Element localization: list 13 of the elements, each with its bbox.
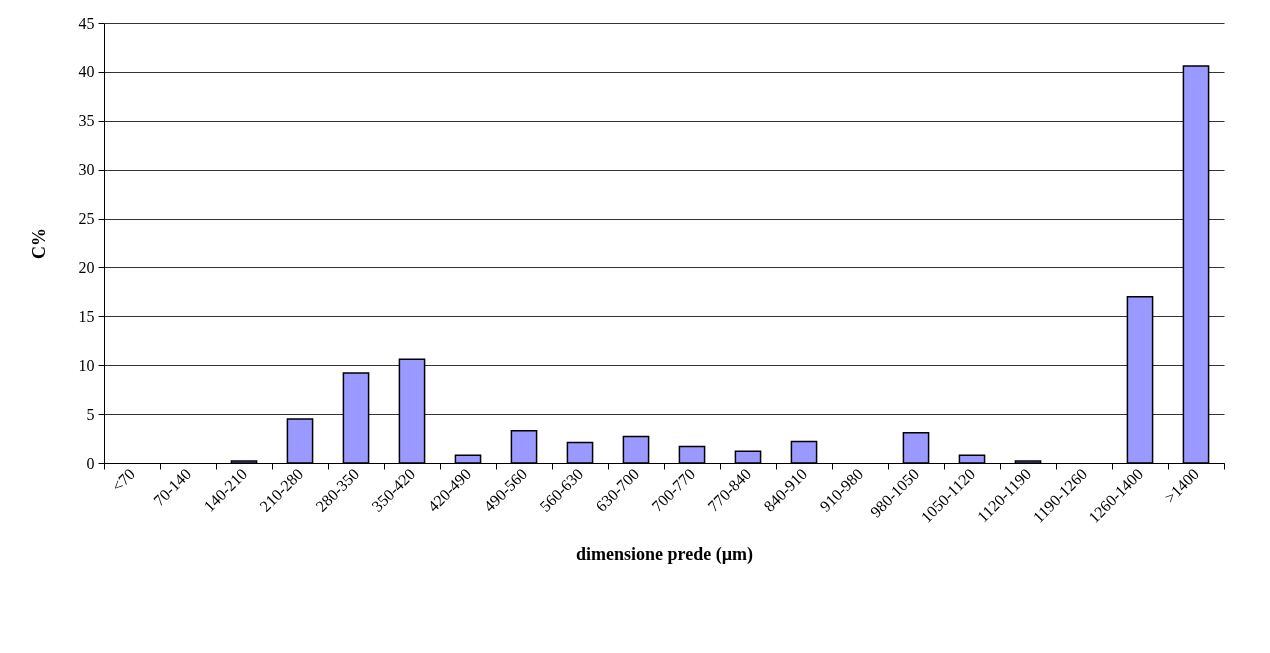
y-tick-label: 5	[86, 405, 95, 423]
y-tick-label: 0	[86, 454, 95, 472]
y-tick-label: 20	[78, 258, 95, 276]
y-tick-label: 25	[78, 210, 95, 228]
y-tick-label: 30	[78, 161, 95, 179]
y-tick-label: 10	[78, 356, 95, 374]
y-tick-label: 40	[78, 63, 95, 81]
y-tick-label: 15	[78, 307, 95, 325]
x-tick-label: <70	[108, 465, 139, 495]
x-axis-title: dimensione prede (µm)	[575, 544, 754, 566]
y-axis-title: C%	[28, 228, 49, 259]
y-tick-label: 45	[78, 14, 95, 32]
y-tick-label: 35	[78, 112, 95, 130]
